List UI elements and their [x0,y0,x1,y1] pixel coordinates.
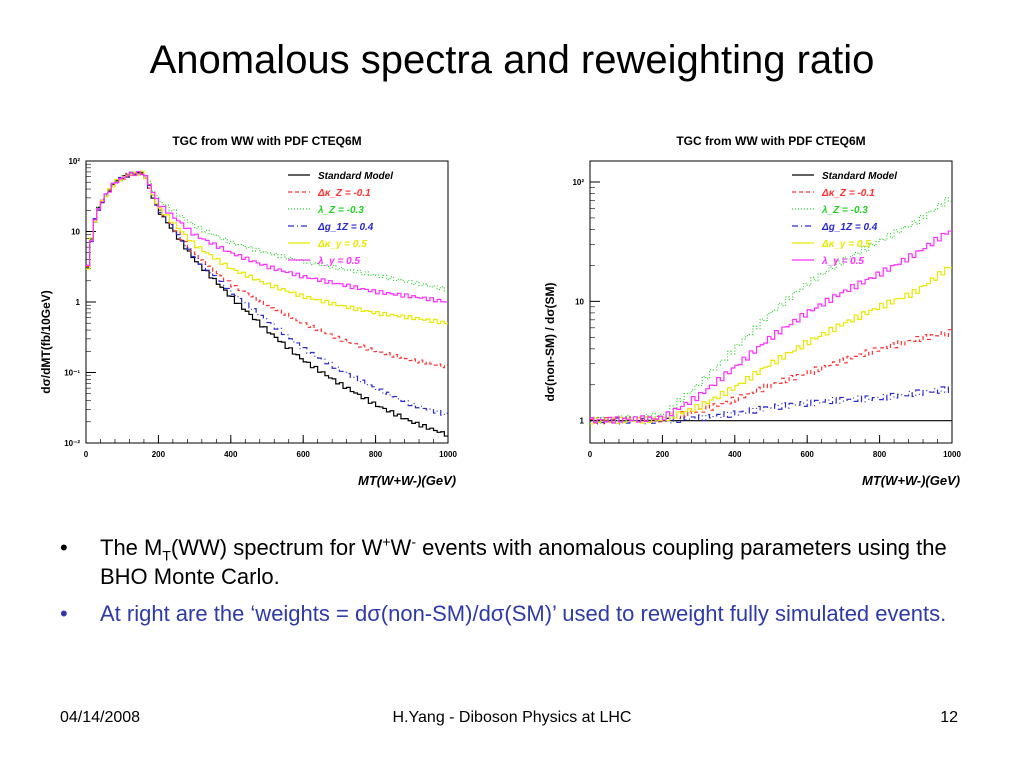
x-tick-label: 0 [84,450,89,459]
x-tick-label: 400 [224,450,238,459]
plot-frame [85,160,449,444]
footer-date: 04/14/2008 [60,709,141,726]
bullet-symbol: • [60,535,68,560]
legend-label: Δκ_γ = 0.5 [317,239,367,250]
y-tick-label: 10⁻¹ [64,369,80,378]
chart-left: TGC from WW with PDF CTEQ6M 0 200 400 600 800… [36,125,476,500]
x-axis-label: MT(W+W-)(GeV) [358,473,456,488]
legend-label: Δκ_γ = 0.5 [821,239,871,250]
x-tick-label: 200 [656,450,670,459]
series-line [590,329,952,425]
x-tick-label: 200 [152,450,166,459]
footer-page-number: 12 [940,709,958,726]
x-tick-label: 800 [873,450,887,459]
x-tick-label: 600 [801,450,815,459]
bullet-text: At right are the ‘weights = dσ(non-SM)/d… [100,601,947,626]
legend-label: Standard Model [318,171,393,182]
y-tick-label: 10 [575,297,584,306]
bullet-subscript: T [162,547,171,564]
bullet-text: The M [100,535,163,560]
y-tick-label: 10 [71,228,80,237]
series-line [86,170,448,303]
legend-label: λ_Z = -0.3 [317,205,364,216]
chart-right-svg: TGC from WW with PDF CTEQ6M 0 200 400 600 800… [543,134,961,488]
legend-label: λ_γ = 0.5 [821,256,864,267]
chart-title: TGC from WW with PDF CTEQ6M [676,134,865,148]
y-axis-label: dσ(non-SM) / dσ(SM) [543,282,557,401]
legend-label: λ_γ = 0.5 [317,256,360,267]
chart-right: TGC from WW with PDF CTEQ6M 0 200 400 600 800… [540,125,980,500]
legend-label: Δκ_Z = -0.1 [821,188,875,199]
x-tick-label: 0 [588,450,593,459]
y-tick-label: 10⁻² [64,439,80,448]
x-tick-label: 400 [728,450,742,459]
x-tick-label: 1000 [439,450,457,459]
bullet-list: • The MT(WW) spectrum for W+W- events wi… [60,533,960,636]
y-tick-label: 10² [572,178,584,187]
legend-label: Δκ_Z = -0.1 [317,188,371,199]
bullet-text: events with anomalous coupling parameter… [100,535,947,589]
bullet-item-2: • At right are the ‘weights = dσ(non-SM)… [60,599,960,628]
y-axis-label: dσ/dMT(fb/10GeV) [39,290,53,394]
bullet-item-1: • The MT(WW) spectrum for W+W- events wi… [60,533,960,591]
plot-frame [589,160,953,444]
footer-center: H.Yang - Diboson Physics at LHC [392,709,632,726]
bullet-superscript: - [411,533,416,550]
chart-title: TGC from WW with PDF CTEQ6M [172,134,361,148]
legend-label: Δg_1Z = 0.4 [317,222,374,233]
bullet-symbol: • [60,601,68,626]
bullet-superscript: + [382,533,391,550]
legend-label: Standard Model [822,171,897,182]
x-tick-label: 800 [369,450,383,459]
legend-label: Δg_1Z = 0.4 [821,222,878,233]
x-tick-label: 600 [297,450,311,459]
y-tick-label: 10² [68,157,80,166]
x-tick-label: 1000 [943,450,961,459]
slide-title: Anomalous spectra and reweighting ratio [149,38,875,82]
chart-left-svg: TGC from WW with PDF CTEQ6M 0 200 400 600 800… [39,134,457,488]
y-tick-label: 1 [76,298,81,307]
series-line [590,230,952,424]
x-axis-label: MT(W+W-)(GeV) [862,473,960,488]
bullet-text: (WW) spectrum for W [170,535,383,560]
series-line [590,266,952,425]
y-tick-label: 1 [580,417,585,426]
legend-label: λ_Z = -0.3 [821,205,868,216]
series-line [86,172,448,369]
series-line [86,171,448,416]
bullet-text: W [390,535,412,560]
